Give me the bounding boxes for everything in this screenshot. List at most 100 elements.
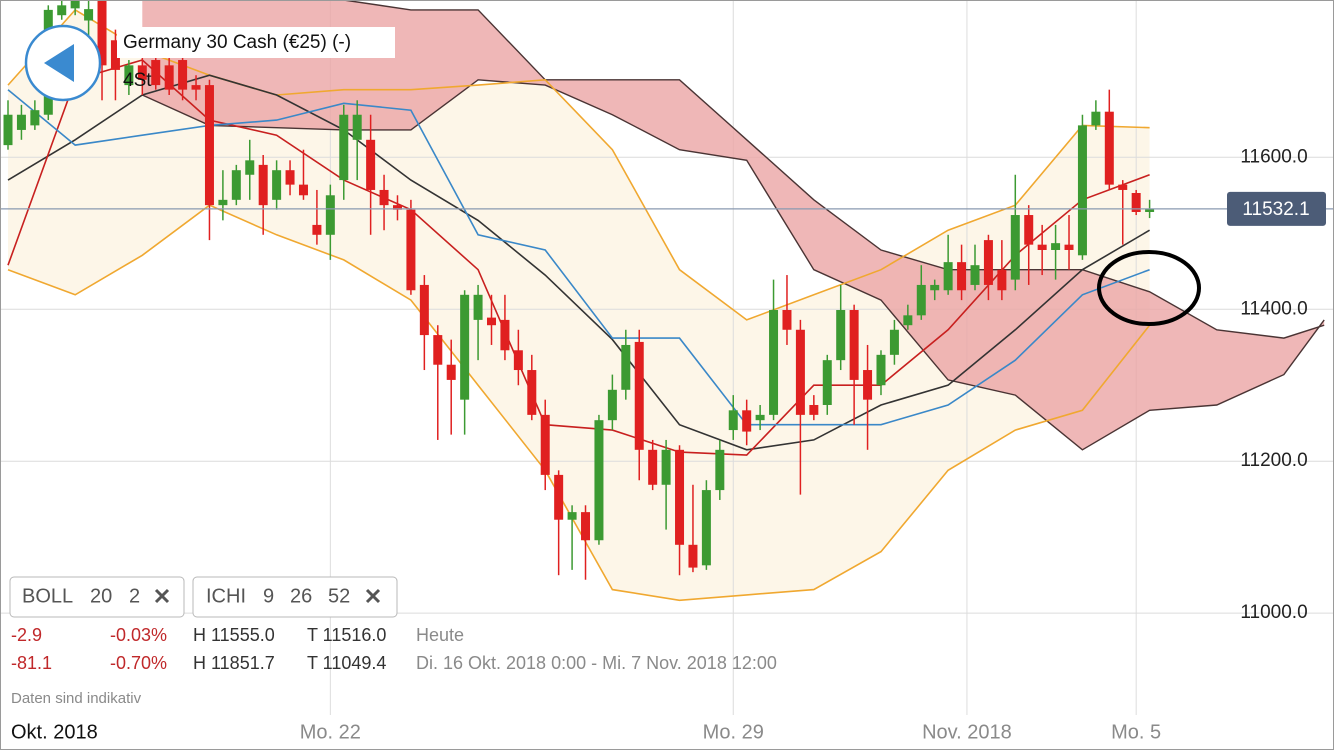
candle-body [392, 205, 402, 210]
candle-body [527, 370, 537, 415]
indicator-chip[interactable]: BOLL 20 2 [9, 576, 185, 618]
timeframe: 4St [123, 70, 152, 91]
candle-body [245, 160, 255, 175]
chip-param: 26 [290, 585, 312, 607]
candle-body [366, 139, 376, 190]
indicator-line [7, 59, 1150, 456]
chip-name: BOLL [22, 585, 73, 607]
candle-body [836, 310, 846, 361]
candle-body [473, 294, 483, 320]
candle-body [769, 310, 779, 415]
instrument-title: Germany 30 Cash (€25) (-) [123, 32, 351, 53]
change: -81.1 [11, 653, 52, 673]
back-button[interactable] [24, 24, 102, 102]
candle-body [1037, 244, 1047, 250]
candle-body [325, 195, 335, 235]
last-price-label: 11532.1 [1242, 199, 1309, 220]
candle-body [755, 414, 765, 421]
y-tick-label: 11600.0 [1240, 146, 1307, 167]
back-arrow-icon[interactable] [44, 44, 74, 82]
candle-body [513, 350, 523, 371]
candle-body [70, 0, 80, 9]
candle-body [1091, 111, 1101, 126]
candle-body [1024, 215, 1034, 245]
candle-body [930, 284, 940, 291]
chip-param: 20 [90, 585, 112, 607]
candle-body [204, 85, 214, 206]
candle-body [84, 9, 94, 21]
candle-body [742, 410, 752, 432]
chip-frame[interactable] [192, 576, 398, 618]
candle-body [379, 189, 389, 206]
candle-body [970, 265, 980, 285]
bollinger-upper [7, 8, 1150, 321]
candle-body [272, 170, 282, 200]
candle-body [339, 114, 349, 181]
candle-body [406, 209, 416, 291]
candle-body [715, 449, 725, 491]
candle-body [446, 364, 456, 380]
candle-body [822, 360, 832, 405]
candle-body [1104, 111, 1114, 185]
candle-body [983, 240, 993, 285]
change-percent: -0.03% [110, 625, 167, 645]
candle-body [500, 319, 510, 351]
high: H 11555.0 [193, 625, 275, 645]
disclaimer: Daten sind indikativ [11, 690, 142, 707]
candle-body [124, 65, 134, 86]
candle-body [312, 224, 322, 235]
candle-body [661, 449, 671, 485]
candle-body [648, 449, 658, 485]
chip-name: ICHI [206, 585, 246, 607]
candle-body [943, 262, 953, 291]
month-label-background [0, 717, 116, 750]
chip-param: 9 [263, 585, 274, 607]
period: Di. 16 Okt. 2018 0:00 - Mi. 7 Nov. 2018 … [416, 653, 777, 673]
candle-body [1064, 244, 1074, 250]
candle-body [594, 420, 604, 541]
candle-body [540, 414, 550, 475]
candle-body [634, 341, 644, 450]
chip-close-icon[interactable] [365, 588, 381, 604]
candle-body [1131, 192, 1141, 212]
candle-body [258, 164, 268, 206]
candle-body [795, 329, 805, 415]
month-label: Okt. 2018 [11, 721, 98, 743]
candle-body [298, 184, 308, 196]
cloud-span-a [142, 0, 1325, 339]
candle-body [997, 269, 1007, 291]
candle-body [151, 60, 161, 86]
y-tick-label: 11400.0 [1240, 298, 1307, 319]
candle-body [16, 114, 26, 130]
bollinger-lower [7, 204, 1151, 602]
candle-body [285, 170, 295, 185]
chip-close-icon[interactable] [154, 588, 170, 604]
candle-body [110, 40, 120, 70]
candle-body [1051, 243, 1061, 250]
last-price-box [1227, 191, 1326, 226]
cloud-fill [142, 0, 1325, 450]
candle-body [567, 512, 577, 520]
candle-body [433, 335, 443, 365]
y-tick-label: 11000.0 [1240, 602, 1307, 623]
candle-body [621, 344, 631, 390]
candle-body [1145, 208, 1155, 212]
chip-param: 52 [328, 585, 350, 607]
x-tick-label: Nov. 2018 [922, 721, 1012, 743]
candle-body [164, 65, 174, 90]
indicator-chip[interactable]: ICHI 9 26 52 [192, 576, 398, 618]
chip-param: 2 [129, 585, 140, 607]
candle-body [1118, 184, 1128, 190]
candle-body [419, 284, 429, 336]
chip-frame[interactable] [9, 576, 185, 618]
y-tick-label: 11200.0 [1240, 450, 1307, 471]
x-tick-label: Mo. 5 [1111, 721, 1161, 743]
candle-body [782, 310, 792, 330]
candle-body [1077, 125, 1087, 256]
candle-body [876, 354, 886, 386]
candle-body [1010, 215, 1020, 280]
candle-body [863, 370, 873, 400]
candle-body [57, 5, 67, 16]
